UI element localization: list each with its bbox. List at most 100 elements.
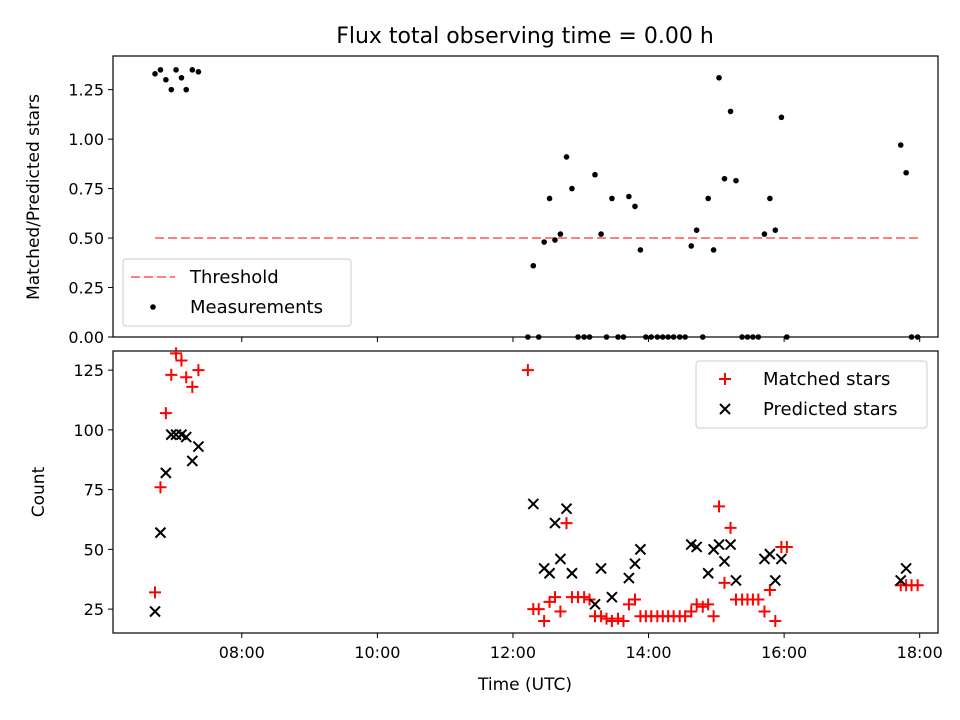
measurements-point [157,67,164,73]
matched-stars-point [180,371,193,384]
measurements-point [772,227,779,233]
measurements-point [195,69,202,75]
legend-predicted-swatch [719,403,731,415]
predicted-stars-point [718,555,731,568]
matched-stars-point [149,586,162,599]
x-tick-label: 14:00 [625,643,671,662]
bottom-y-tick-label: 100 [73,421,104,440]
bottom-y-tick-label: 75 [84,481,104,500]
matched-stars-point [595,610,608,623]
top-y-tick-label: 0.75 [68,180,104,199]
legend-matched-swatch [719,373,731,385]
matched-stars-point [159,407,172,420]
measurements-point [620,334,627,340]
matched-stars-point [702,598,715,611]
measurements-point [670,334,677,340]
predicted-stars-point [690,541,703,553]
measurements-point [727,108,734,115]
matched-stars-point [780,540,793,553]
top-y-axis-label: Matched/Predicted stars [24,94,44,300]
predicted-stars-point [566,567,578,579]
measurements-point [733,177,739,184]
measurements-point [761,231,768,237]
matched-stars-point [758,605,771,618]
chart-title: Flux total observing time = 0.00 h [336,24,714,49]
predicted-stars-point [554,553,567,565]
matched-stars-point [617,615,630,628]
measurements-point [632,203,638,210]
legend-threshold-label: Threshold [189,267,279,288]
predicted-stars-point [180,431,192,443]
matched-stars-point [548,591,561,604]
measurements-point [173,67,179,73]
measurements-point [778,114,785,121]
top-legend: Threshold Measurements [122,258,352,327]
matched-stars-point [154,481,167,494]
predicted-stars-point [900,562,912,575]
predicted-stars-point [560,503,573,515]
predicted-stars-point [724,538,737,551]
matched-stars-point [532,603,545,616]
measurements-point [183,86,190,93]
top-y-tick-label: 0.00 [68,328,104,347]
predicted-stars-point [623,572,635,584]
predicted-stars-point [634,543,647,556]
matched-stars-point [583,593,596,606]
matched-stars-point [521,364,534,377]
predicted-stars-point [543,567,556,579]
matched-stars-point [560,517,573,530]
predicted-stars-point [527,498,540,510]
measurements-point [699,334,706,340]
predicted-stars-point [149,605,161,618]
matched-stars-point [612,612,625,625]
measurements-point [525,334,531,340]
matched-stars-point [186,380,199,393]
matched-stars-point [690,598,703,611]
x-tick-label: 10:00 [354,643,400,662]
matched-stars-point [578,591,591,604]
predicted-stars-point [589,598,601,611]
measurements-point [541,239,547,245]
predicted-stars-point [702,567,714,579]
predicted-stars-point [160,467,172,479]
measurements-point [908,334,915,340]
measurements-point [648,334,655,340]
top-y-tick-label: 1.25 [68,81,104,100]
matched-stars-point [600,612,613,625]
measurements-point [914,334,921,340]
matched-stars-point [769,615,782,628]
matched-stars-point [763,583,776,596]
measurements-point [710,247,717,253]
predicted-stars-point [595,562,607,575]
matched-stars-point [554,605,567,618]
measurements-point [654,334,661,340]
predicted-stars-point [769,574,782,587]
bottom-legend: Matched stars Predicted stars [695,360,928,429]
measurements-point [152,71,158,77]
predicted-stars-point [629,557,641,570]
predicted-stars-point [186,455,199,467]
measurements-point [626,193,632,200]
predicted-stars-point [775,553,788,565]
predicted-stars-point [549,517,561,529]
measurements-point [168,86,175,93]
top-y-tick-label: 0.50 [68,229,104,248]
predicted-stars-point [713,538,725,551]
measurements-point [897,142,904,148]
measurements-point [569,185,575,192]
predicted-stars-point [606,591,618,603]
measurements-point [676,334,683,340]
measurements-point [784,334,790,340]
matched-stars-point [752,593,765,606]
legend-predicted-label: Predicted stars [763,399,897,420]
measurements-point [609,195,615,202]
measurements-point [546,195,553,202]
measurements-point [592,171,598,178]
matched-stars-point [538,615,551,628]
predicted-stars-point [165,428,178,441]
measurements-point [716,74,722,81]
matched-stars-point [192,364,205,377]
bottom-plot-frame [112,350,939,634]
x-tick-label: 12:00 [490,643,536,662]
